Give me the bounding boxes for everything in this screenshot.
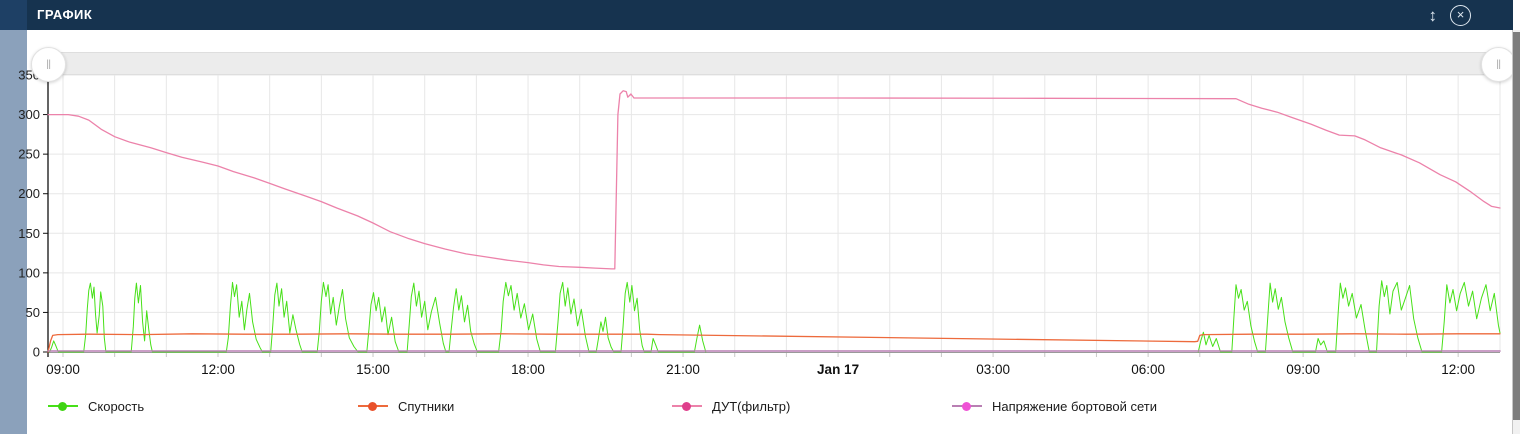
resize-vertical-icon[interactable]: ↕ <box>1428 5 1438 25</box>
x-axis-tick-label: 09:00 <box>1286 362 1320 377</box>
legend-marker-speed <box>58 401 67 411</box>
legend-line-onboard-voltage <box>952 401 982 411</box>
x-axis-tick-label: 15:00 <box>356 362 390 377</box>
x-axis-tick-label: 18:00 <box>511 362 545 377</box>
y-axis-tick-label: 300 <box>18 107 40 122</box>
y-axis-tick-label: 100 <box>18 265 40 280</box>
close-icon: × <box>1456 7 1465 22</box>
series-satellites <box>47 333 1501 353</box>
x-axis-tick-label: 12:00 <box>1441 362 1475 377</box>
header-icons: ↕ × <box>1428 0 1471 30</box>
y-axis-tick-label: 250 <box>18 147 40 162</box>
close-button[interactable]: × <box>1450 4 1471 26</box>
window-header: ГРАФИК ↕ × <box>0 0 1513 30</box>
y-axis-tick-label: 50 <box>26 305 40 320</box>
series-fuel-filter <box>47 90 1501 270</box>
y-axis-tick-label: 0 <box>33 345 40 360</box>
vertical-scrollbar[interactable] <box>1512 30 1520 434</box>
x-axis-tick-label: 09:00 <box>46 362 80 377</box>
legend-label-satellites: Спутники <box>398 398 455 414</box>
left-side-strip <box>0 30 27 434</box>
chart-legend: Скорость Спутники ДУТ(фильтр) Напряжение бо… <box>0 397 1513 417</box>
legend-marker-satellites <box>368 401 377 411</box>
range-slider-track[interactable] <box>48 52 1495 75</box>
legend-item-fuel-filter[interactable]: ДУТ(фильтр) <box>672 397 790 415</box>
header-accent <box>0 0 27 30</box>
legend-line-fuel-filter <box>672 401 702 411</box>
x-axis-tick-label: 06:00 <box>1131 362 1165 377</box>
scrollbar-thumb[interactable] <box>1513 32 1520 420</box>
legend-item-onboard-voltage[interactable]: Напряжение бортовой сети <box>952 397 1157 415</box>
legend-label-speed: Скорость <box>88 398 145 414</box>
legend-line-speed <box>48 401 78 411</box>
legend-item-satellites[interactable]: Спутники <box>358 397 454 415</box>
legend-label-fuel-filter: ДУТ(фильтр) <box>712 398 791 414</box>
x-axis-tick-label: 03:00 <box>976 362 1010 377</box>
grip-icon: ‖ <box>1495 57 1502 72</box>
series-speed <box>1197 280 1501 353</box>
legend-item-speed[interactable]: Скорость <box>48 397 144 415</box>
x-axis-tick-label: Jan 17 <box>817 362 859 377</box>
grip-icon: ‖ <box>45 57 52 72</box>
legend-line-satellites <box>358 401 388 411</box>
series-speed <box>49 281 707 353</box>
legend-marker-onboard-voltage <box>962 401 971 411</box>
y-axis-tick-label: 150 <box>18 226 40 241</box>
y-axis-tick-label: 200 <box>18 186 40 201</box>
x-axis-tick-label: 21:00 <box>666 362 700 377</box>
x-axis-tick-label: 12:00 <box>201 362 235 377</box>
legend-marker-fuel-filter <box>682 401 691 411</box>
range-slider-handle-left[interactable]: ‖ <box>31 47 66 82</box>
legend-label-onboard-voltage: Напряжение бортовой сети <box>992 398 1158 414</box>
window-title: ГРАФИК <box>37 7 93 22</box>
range-slider-handle-right[interactable]: ‖ <box>1481 47 1516 82</box>
